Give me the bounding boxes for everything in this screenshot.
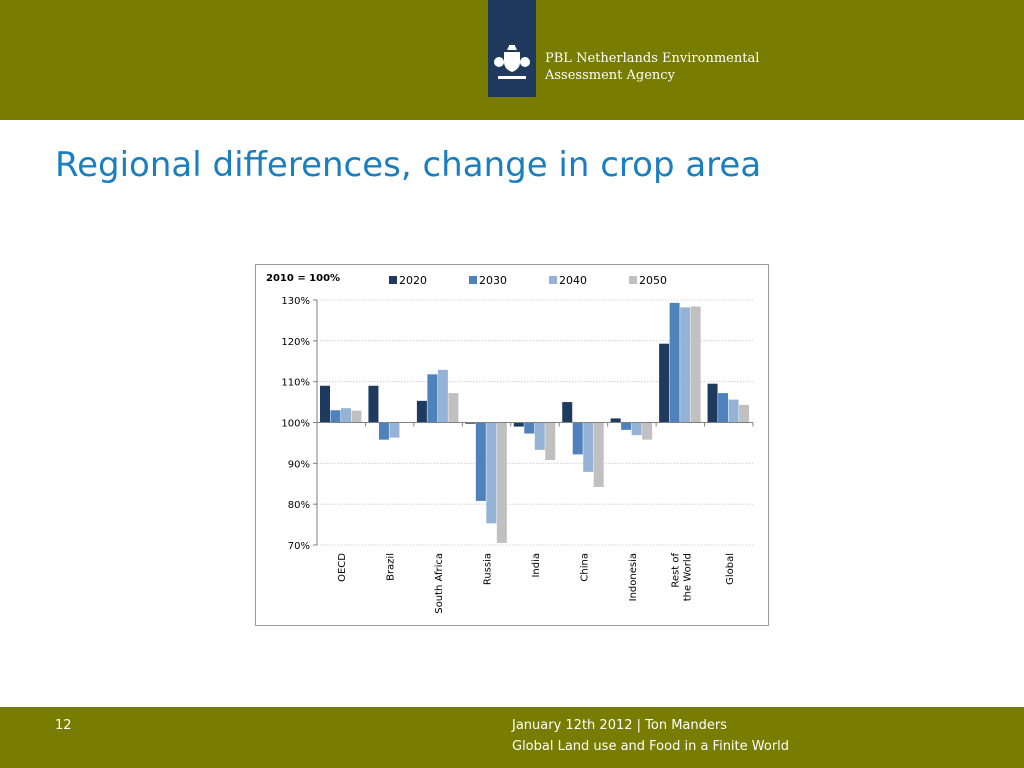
legend-label-2050: 2050 — [639, 274, 667, 287]
bar — [448, 393, 459, 423]
category-label: Brazil — [386, 553, 397, 581]
category-label: South Africa — [434, 553, 445, 614]
legend-label-2040: 2040 — [559, 274, 587, 287]
chart-frame: 2010 = 100% 2020 2030 2040 2050 130% 120% 110% 1… — [255, 264, 769, 626]
bar — [475, 422, 486, 501]
bar — [486, 422, 497, 524]
bar — [728, 399, 739, 423]
y-tick-label: 100% — [281, 419, 310, 430]
legend-swatch-2030 — [469, 276, 477, 284]
legend-label-2030: 2030 — [479, 274, 507, 287]
bar — [320, 385, 330, 423]
legend-swatch-2050 — [629, 276, 637, 284]
bar — [659, 343, 670, 423]
bar — [593, 422, 604, 488]
y-tick-label: 120% — [281, 337, 310, 348]
bar — [341, 408, 351, 423]
category-label: Global — [725, 553, 736, 585]
bar — [524, 422, 535, 434]
bar — [545, 422, 556, 461]
chart-title: 2010 = 100% — [266, 273, 340, 284]
y-tick-label: 130% — [281, 296, 310, 307]
footer-event-title: Global Land use and Food in a Finite Wor… — [512, 739, 790, 754]
footer-date-author: January 12th 2012 | Ton Manders — [512, 718, 728, 733]
organization-name-line1: PBL Netherlands Environmental — [545, 51, 760, 66]
bar — [437, 369, 448, 423]
category-label: China — [579, 553, 590, 582]
bar — [351, 410, 362, 423]
bar — [562, 402, 573, 423]
bar — [330, 410, 341, 423]
category-label: Indonesia — [628, 553, 639, 601]
category-label: India — [531, 553, 542, 578]
bar — [707, 383, 718, 423]
bar — [621, 422, 632, 430]
bar — [496, 422, 507, 543]
category-label: Russia — [483, 553, 494, 585]
bar — [534, 422, 545, 450]
bar — [669, 302, 680, 423]
y-tick-label: 70% — [288, 541, 310, 552]
bar — [718, 393, 729, 423]
legend-swatch-2040 — [549, 276, 557, 284]
bar — [513, 422, 524, 427]
bar — [680, 307, 691, 423]
legend-swatch-2020 — [389, 276, 397, 284]
organization-name: PBL Netherlands Environmental Assessment… — [545, 50, 759, 84]
bar — [465, 422, 476, 424]
bar — [416, 400, 427, 423]
logo — [488, 0, 536, 97]
y-tick-label: 110% — [281, 378, 310, 389]
bar — [631, 422, 642, 436]
y-tick-label: 80% — [288, 500, 310, 511]
footer-band — [0, 707, 1024, 768]
bar — [642, 422, 653, 440]
bar — [368, 385, 379, 423]
bar — [583, 422, 594, 472]
legend-label-2020: 2020 — [399, 274, 427, 287]
category-label: OECD — [337, 553, 348, 582]
bar — [389, 422, 400, 438]
royal-coat-of-arms-icon — [494, 45, 530, 79]
bar — [739, 404, 750, 423]
category-label: Rest of — [670, 553, 681, 588]
slide-title: Regional differences, change in crop are… — [55, 145, 762, 185]
organization-name-line2: Assessment Agency — [545, 68, 675, 83]
bar — [427, 374, 438, 423]
category-label: the World — [682, 553, 693, 601]
bar-chart: 2010 = 100% 2020 2030 2040 2050 130% 120% 110% 1… — [266, 273, 754, 614]
page-number: 12 — [55, 718, 72, 733]
y-tick-label: 90% — [288, 459, 310, 470]
bar — [572, 422, 583, 455]
bar — [690, 306, 701, 423]
bar — [378, 422, 389, 440]
bar — [610, 418, 621, 423]
